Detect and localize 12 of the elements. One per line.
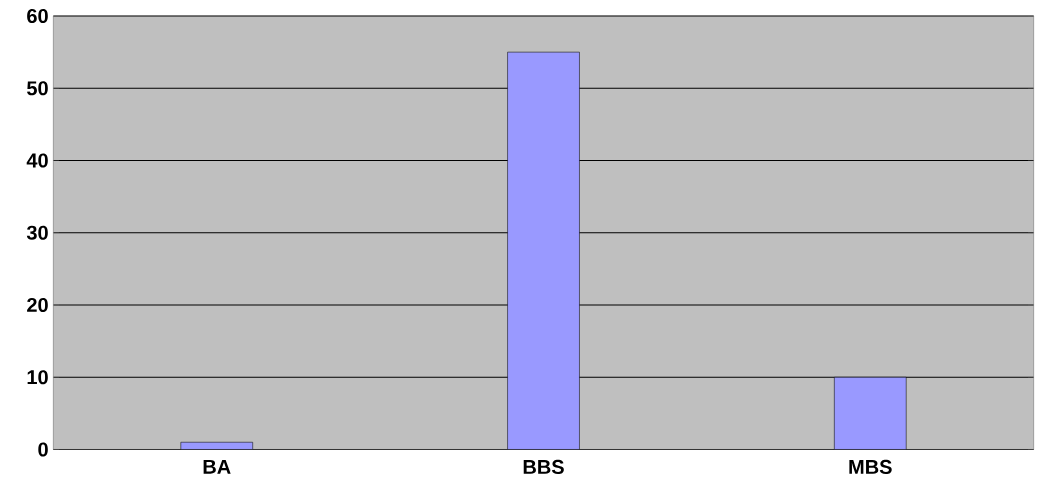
bar [834,376,907,450]
x-tick-label: BBS [523,459,564,474]
y-tick-label: 0 [38,442,48,457]
y-tick-label: 50 [27,80,48,96]
x-tick-label: MBS [849,459,892,474]
y-tick-label: 60 [27,8,48,23]
y-tick-label: 30 [26,225,48,240]
y-tick-label: 10 [27,369,48,385]
x-tick-label: BA [203,459,231,474]
bar [507,51,580,450]
y-tick-label: 40 [26,153,48,168]
y-tick-label: 20 [27,297,48,312]
